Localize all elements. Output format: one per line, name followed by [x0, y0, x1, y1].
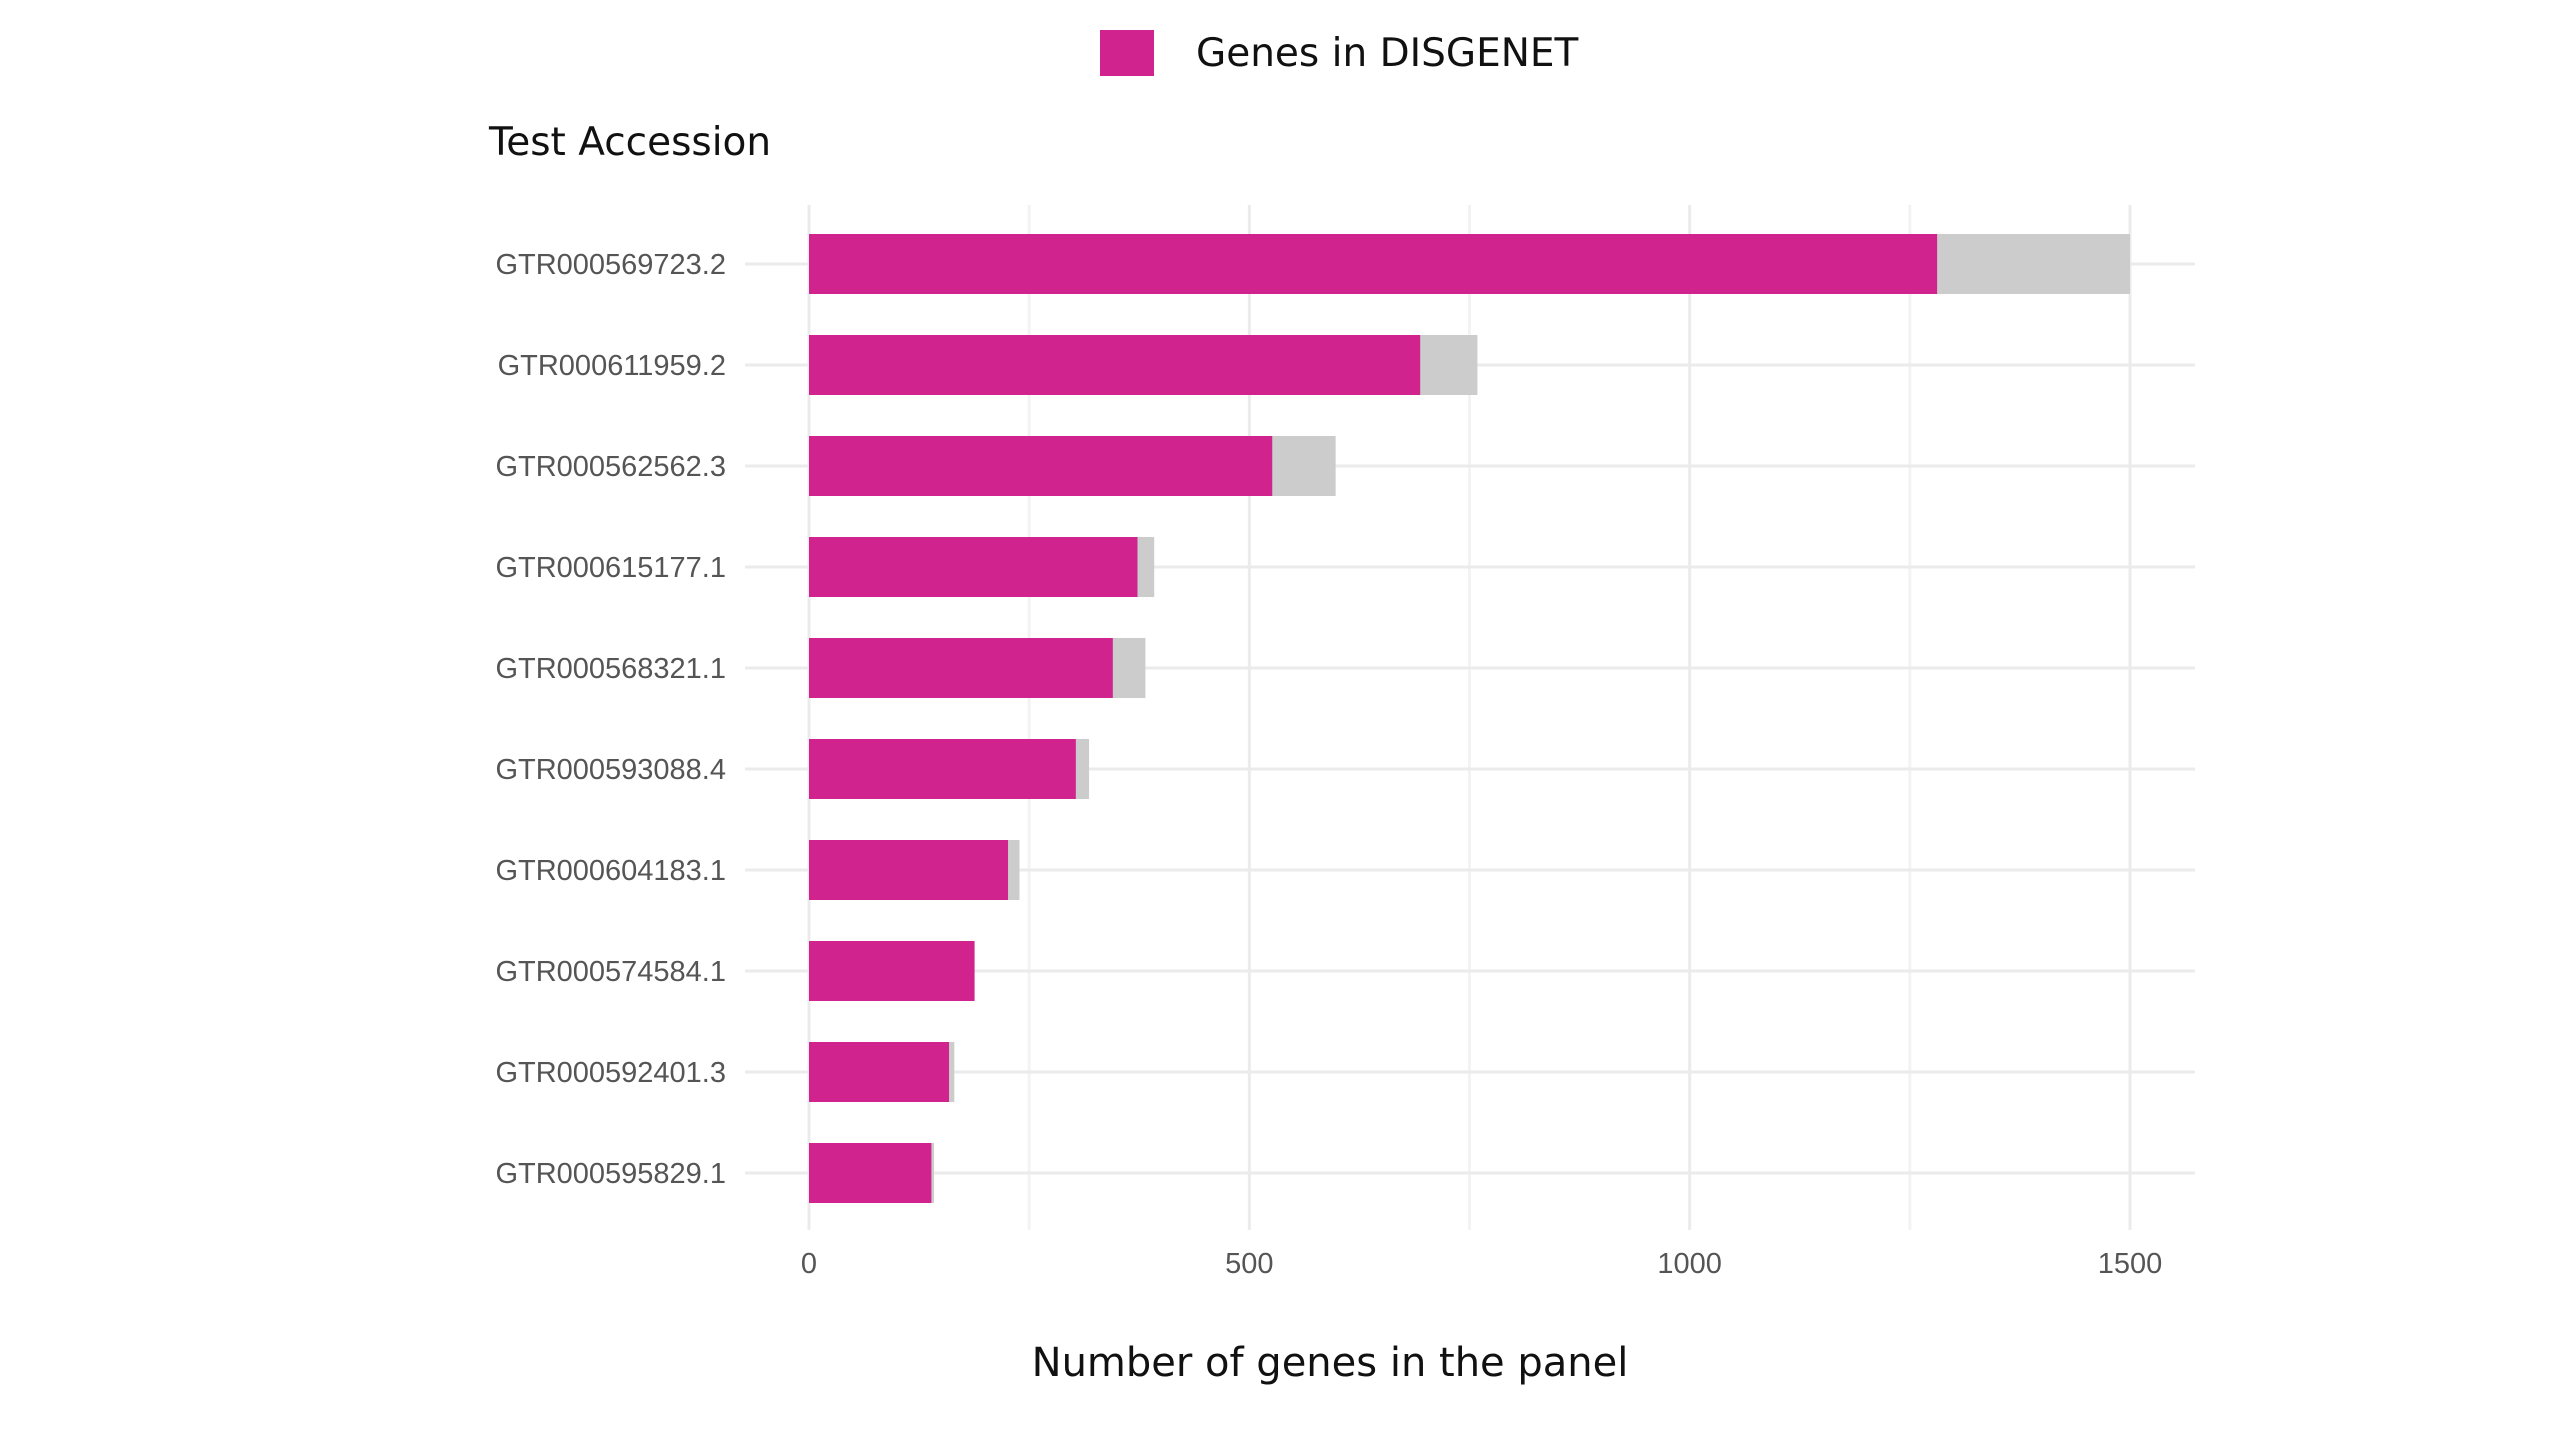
bar-disgenet: [809, 638, 1113, 698]
y-tick-label: GTR000562562.3: [495, 451, 726, 483]
bar-disgenet: [809, 739, 1076, 799]
bar-disgenet: [809, 537, 1138, 597]
bar-disgenet: [809, 840, 1009, 900]
x-tick-label: 0: [801, 1248, 817, 1280]
bar-disgenet: [809, 436, 1273, 496]
y-tick-label: GTR000611959.2: [498, 350, 726, 382]
y-tick-label: GTR000595829.1: [495, 1158, 726, 1190]
bar-disgenet: [809, 335, 1421, 395]
bar-disgenet: [809, 234, 1938, 294]
legend-swatch: [1100, 30, 1154, 76]
x-tick-label: 500: [1225, 1248, 1273, 1280]
legend-label: Genes in DISGENET: [1196, 30, 1579, 76]
x-axis-title: Number of genes in the panel: [1031, 1340, 1629, 1386]
bar-disgenet: [809, 1042, 950, 1102]
y-tick-label: GTR000568321.1: [495, 653, 726, 685]
y-tick-label: GTR000604183.1: [495, 855, 726, 887]
bar-disgenet: [809, 1143, 932, 1203]
x-tick-label: 1000: [1657, 1248, 1722, 1280]
legend: Genes in DISGENET: [1100, 30, 1578, 76]
y-tick-label: GTR000569723.2: [495, 249, 726, 281]
y-tick-label: GTR000592401.3: [495, 1057, 726, 1089]
y-tick-label: GTR000593088.4: [495, 754, 726, 786]
y-axis-title: Test Accession: [489, 120, 772, 165]
x-tick-label: 1500: [2098, 1248, 2163, 1280]
bar-disgenet: [809, 941, 975, 1001]
y-tick-label: GTR000574584.1: [495, 956, 726, 988]
y-tick-label: GTR000615177.1: [495, 552, 726, 584]
